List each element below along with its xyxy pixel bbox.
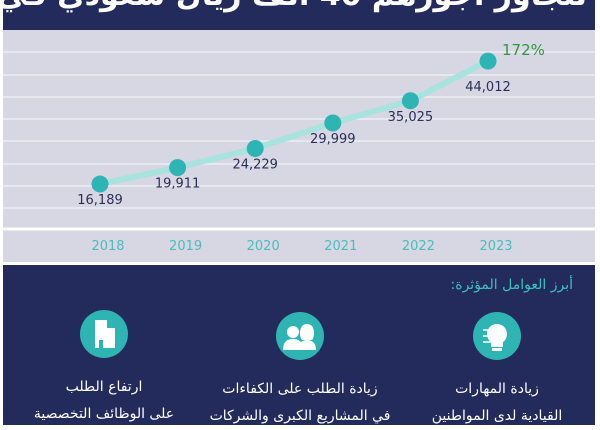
data-label: 44,012	[465, 80, 511, 95]
series-line	[97, 58, 491, 188]
factor-line1: زيادة الطلب على الكفاءات	[222, 381, 378, 397]
x-tick-label: 2019	[169, 239, 202, 254]
title-bar: تتجاوز أجورهم 40 ألف ريال سعودي في عام 2…	[3, 0, 595, 30]
factor-line2: في المشاريع الكبرى والشركات	[209, 408, 391, 424]
factor-line1: زيادة المهارات	[455, 381, 539, 397]
data-point	[401, 92, 419, 110]
factors-panel: أبرز العوامل المؤثرة: زيادة المهارات القي…	[3, 265, 595, 425]
x-tick-label: 2023	[479, 239, 512, 254]
factor-leadership-skills: زيادة المهارات القيادية لدى المواطنين	[397, 312, 597, 430]
page-title: تتجاوز أجورهم 40 ألف ريال سعودي في عام 2…	[3, 0, 587, 13]
people-icon	[276, 312, 324, 360]
x-tick-label: 2022	[402, 239, 435, 254]
factor-line2: القيادية لدى المواطنين	[431, 408, 563, 424]
growth-annotation: 172%	[502, 41, 545, 59]
x-tick-label: 2021	[324, 239, 357, 254]
factor-specialized-jobs: ارتفاع الطلب على الوظائف التخصصية	[4, 310, 204, 428]
data-point	[324, 114, 342, 132]
data-label: 16,189	[77, 193, 123, 208]
data-label: 19,911	[155, 177, 201, 192]
factor-demand-competencies: زيادة الطلب على الكفاءات في المشاريع الكب…	[200, 312, 400, 430]
factor-line2: على الوظائف التخصصية	[33, 406, 175, 422]
factor-line1: ارتفاع الطلب	[65, 379, 143, 395]
data-label: 35,025	[388, 110, 434, 125]
factors-title: أبرز العوامل المؤثرة:	[450, 277, 573, 293]
buildings-icon	[80, 310, 128, 358]
data-label: 29,999	[310, 132, 356, 147]
data-point	[91, 175, 109, 193]
x-tick-label: 2018	[91, 239, 124, 254]
lightbulb-circuit-icon	[473, 312, 521, 360]
line-chart: 16,189 2018 19,911 2019 24,229 2020 29,999 2021…	[3, 41, 595, 254]
data-label: 24,229	[232, 158, 278, 173]
x-tick-label: 2020	[247, 239, 280, 254]
data-point	[246, 140, 264, 158]
chart-area	[3, 30, 595, 262]
data-point	[169, 159, 187, 177]
data-point	[479, 52, 497, 70]
